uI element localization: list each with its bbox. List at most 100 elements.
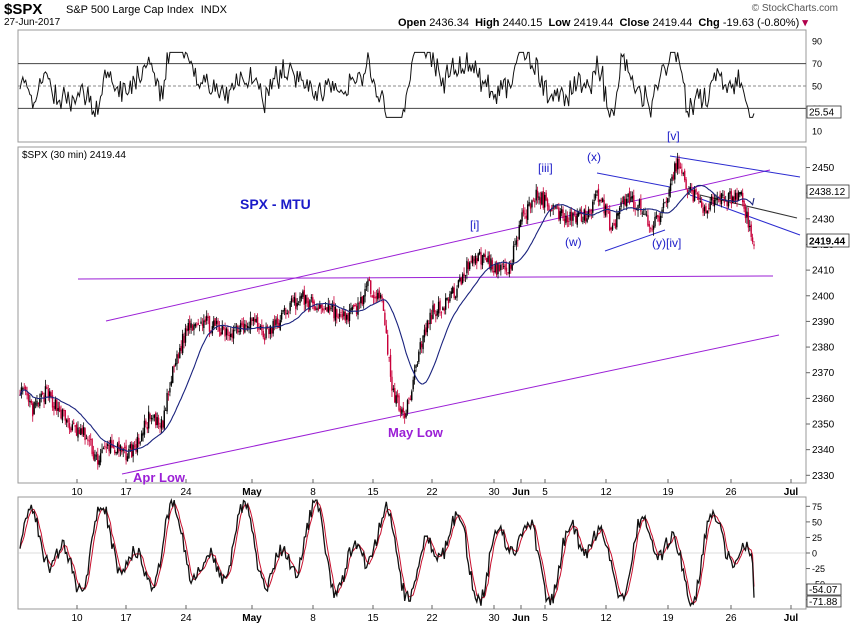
- date-tick-label: 17: [120, 487, 132, 498]
- candle-body: [678, 158, 680, 169]
- candle-body: [674, 163, 676, 180]
- candle-body: [30, 400, 33, 404]
- candle-body: [299, 296, 301, 304]
- candle-body: [163, 410, 165, 429]
- candle-body: [510, 264, 512, 269]
- down-arrow-icon: ▾: [802, 17, 808, 29]
- candle-body: [573, 212, 576, 214]
- candle-body: [330, 307, 332, 309]
- annotation-spx-mtu: SPX - MTU: [240, 196, 311, 212]
- candle-body: [201, 323, 204, 326]
- candle-body: [109, 439, 112, 453]
- price-tick-label: 2380: [812, 343, 835, 354]
- candle-body: [138, 437, 140, 445]
- candle-body: [555, 205, 557, 209]
- open-value: 2436.34: [429, 17, 469, 29]
- candle-body: [593, 199, 595, 201]
- candle-body: [710, 196, 713, 201]
- date-tick-label: 8: [310, 487, 316, 498]
- candle-body: [741, 192, 744, 203]
- candle-body: [698, 193, 700, 200]
- candle-body: [24, 386, 27, 392]
- candle-body: [751, 237, 754, 242]
- candle-body: [385, 325, 387, 334]
- candle-body: [245, 325, 247, 327]
- candle-body: [483, 253, 485, 258]
- candle-body: [269, 325, 272, 335]
- candle-body: [691, 188, 693, 192]
- candle-body: [389, 354, 392, 377]
- candle-body: [491, 260, 494, 270]
- date-tick-label: 26: [725, 613, 737, 624]
- candle-body: [343, 311, 345, 317]
- candle-body: [590, 212, 593, 214]
- date-tick-label: 22: [426, 613, 438, 624]
- candle-body: [536, 190, 539, 198]
- low-value: 2419.44: [573, 17, 614, 29]
- candle-body: [371, 295, 373, 298]
- candle-body: [667, 198, 669, 203]
- candle-body: [497, 263, 499, 275]
- candle-body: [693, 189, 696, 201]
- candle-body: [433, 303, 436, 313]
- candle-body: [360, 297, 362, 304]
- candle-body: [116, 443, 119, 453]
- candle-body: [398, 395, 400, 411]
- candle-body: [500, 264, 502, 271]
- candle-body: [26, 392, 28, 396]
- candle-body: [338, 313, 341, 317]
- candle-body: [153, 414, 156, 418]
- candle-body: [446, 297, 448, 300]
- candle-body: [394, 388, 396, 403]
- candle-body: [647, 215, 649, 226]
- candle-body: [739, 192, 741, 195]
- candle-body: [644, 213, 646, 215]
- candle-body: [378, 290, 380, 299]
- candle-body: [36, 400, 38, 407]
- candle-body: [187, 322, 189, 331]
- candle-body: [454, 296, 457, 298]
- candle-body: [521, 212, 523, 222]
- candle-body: [306, 297, 308, 303]
- candle-body: [295, 298, 297, 309]
- date-tick-label: 19: [662, 613, 674, 624]
- candle-body: [589, 209, 591, 213]
- candle-body: [139, 442, 141, 444]
- candle-body: [543, 194, 546, 208]
- candle-body: [661, 209, 663, 214]
- candle-body: [753, 244, 755, 246]
- candle-body: [514, 244, 516, 245]
- stochastic-value-label-1: -54.07: [809, 585, 838, 596]
- candle-body: [61, 409, 64, 421]
- candle-body: [519, 220, 522, 227]
- candle-body: [705, 206, 707, 213]
- price-tick-label: 2390: [812, 317, 835, 328]
- date-tick-label: Jun: [512, 613, 530, 624]
- candle-body: [548, 205, 550, 211]
- candle-body: [534, 200, 536, 203]
- exchange-code: INDX: [200, 4, 227, 16]
- candle-body: [208, 315, 211, 332]
- candle-body: [147, 411, 150, 429]
- wave-x-upper: [596, 172, 671, 188]
- rsi-tick-label: 90: [812, 37, 822, 47]
- candle-body: [572, 212, 574, 221]
- candle-body: [388, 356, 390, 358]
- candle-body: [159, 425, 161, 428]
- candle-body: [525, 215, 528, 219]
- candle-body: [642, 214, 645, 215]
- stochastic-tick-label: 75: [812, 502, 822, 512]
- candle-body: [173, 365, 175, 368]
- candle-body: [511, 263, 513, 271]
- candle-body: [470, 260, 472, 263]
- rsi-tick-label: 50: [812, 82, 822, 92]
- candle-body: [254, 318, 256, 322]
- candle-body: [321, 308, 324, 311]
- candle-body: [502, 266, 505, 267]
- candle-body: [709, 201, 711, 210]
- candle-body: [118, 441, 120, 452]
- candle-body: [736, 193, 738, 202]
- candle-body: [469, 262, 471, 270]
- candle-body: [657, 214, 659, 218]
